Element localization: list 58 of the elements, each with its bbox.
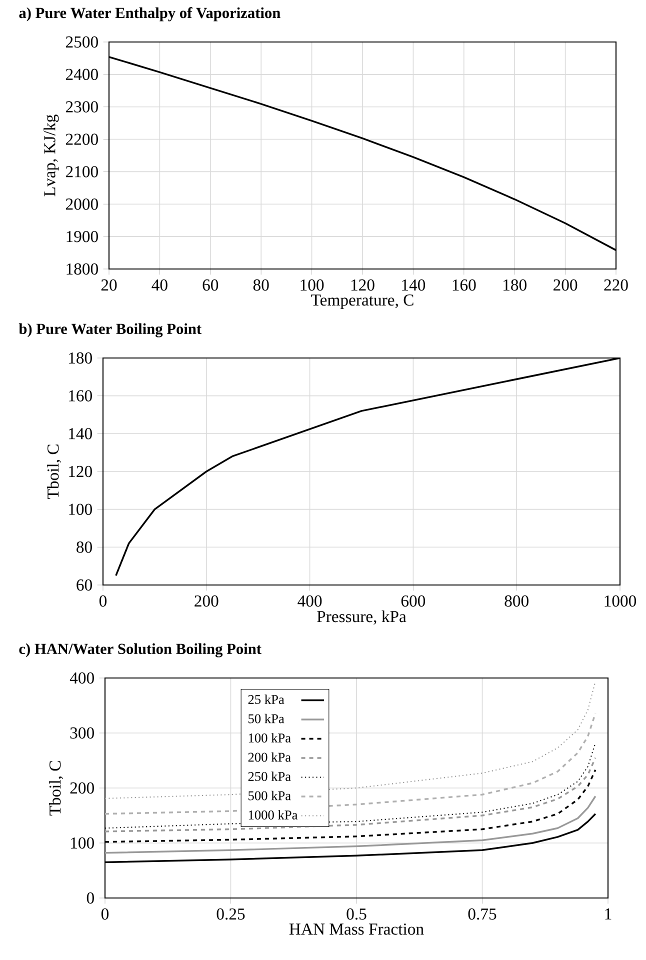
y-tick-label: 300 [70, 727, 94, 739]
x-axis-title: Pressure, kPa [317, 610, 406, 625]
x-tick-label: 60 [202, 279, 218, 291]
x-tick-label: 1000 [604, 595, 636, 607]
x-axis-title: HAN Mass Fraction [289, 924, 424, 935]
x-tick-label: 800 [504, 595, 528, 607]
y-tick-label: 180 [69, 352, 92, 364]
x-tick-label: 200 [554, 279, 578, 291]
x-tick-label: 0 [101, 908, 109, 920]
y-tick-label: 2500 [66, 36, 98, 48]
y-tick-label: 0 [86, 892, 94, 904]
legend-label: 50 kPa [248, 714, 284, 724]
x-tick-label: 100 [300, 279, 324, 291]
y-tick-label: 140 [69, 428, 92, 440]
y-tick-label: 60 [76, 579, 92, 591]
x-tick-label: 40 [152, 279, 168, 291]
y-axis-title: Tboil, C [48, 761, 64, 816]
y-tick-label: 120 [69, 466, 92, 478]
x-tick-label: 20 [101, 279, 117, 291]
y-tick-label: 2300 [66, 101, 98, 112]
y-tick-label: 80 [76, 542, 92, 553]
x-tick-label: 0.25 [216, 908, 245, 920]
x-tick-label: 0.75 [468, 908, 496, 920]
legend-label: 25 kPa [248, 694, 284, 704]
x-tick-label: 0 [99, 595, 107, 607]
y-tick-label: 2200 [66, 134, 98, 145]
x-tick-label: 160 [452, 279, 476, 291]
y-tick-label: 400 [70, 672, 94, 684]
legend-label: 250 kPa [248, 772, 291, 781]
x-tick-label: 400 [298, 595, 322, 607]
x-tick-label: 600 [401, 595, 426, 607]
legend-label: 500 kPa [248, 790, 291, 800]
y-tick-label: 2100 [66, 166, 98, 178]
x-tick-label: 140 [402, 279, 426, 291]
x-tick-label: 180 [504, 279, 526, 291]
y-axis-title: Tboil, C [46, 444, 62, 499]
x-tick-label: 120 [351, 279, 374, 291]
chart-title: a) Pure Water Enthalpy of Vaporization [19, 7, 280, 22]
y-tick-label: 1800 [66, 263, 98, 275]
x-axis-title: Temperature, C [311, 294, 414, 310]
y-tick-label: 160 [69, 390, 92, 402]
chart-title: c) HAN/Water Solution Boiling Point [19, 643, 262, 658]
x-tick-label: 0.5 [346, 908, 366, 920]
x-tick-label: 200 [194, 595, 218, 607]
x-tick-label: 1 [605, 908, 612, 920]
y-axis-title: Lvap, KJ/kg [44, 114, 59, 196]
y-tick-label: 2400 [66, 68, 98, 80]
legend-label: 100 kPa [248, 733, 291, 742]
y-tick-label: 100 [71, 837, 94, 849]
y-tick-label: 1900 [66, 230, 98, 242]
legend-label: 200 kPa [248, 752, 291, 762]
y-tick-label: 200 [70, 782, 94, 794]
x-tick-label: 220 [604, 279, 628, 291]
legend-label: 1000 kPa [248, 810, 298, 820]
y-tick-label: 2000 [66, 198, 98, 210]
chart-title: b) Pure Water Boiling Point [18, 323, 202, 338]
x-tick-label: 80 [253, 279, 269, 291]
y-tick-label: 100 [69, 504, 92, 515]
